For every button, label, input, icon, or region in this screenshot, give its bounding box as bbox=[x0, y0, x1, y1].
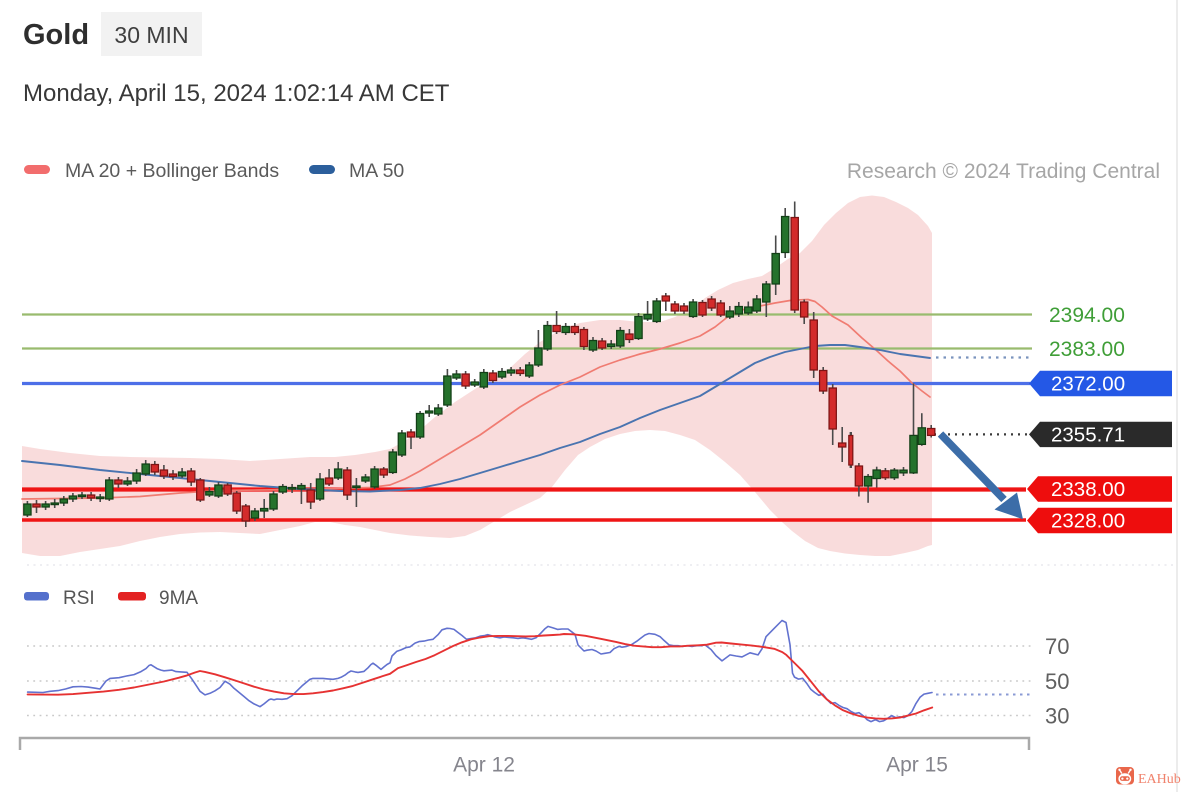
svg-text:2338.00: 2338.00 bbox=[1051, 478, 1125, 501]
svg-text:70: 70 bbox=[1045, 634, 1069, 659]
svg-text:2328.00: 2328.00 bbox=[1051, 510, 1125, 533]
svg-text:2383.00: 2383.00 bbox=[1049, 338, 1125, 361]
svg-text:MA 20 + Bollinger Bands: MA 20 + Bollinger Bands bbox=[65, 160, 279, 182]
svg-text:2372.00: 2372.00 bbox=[1051, 373, 1125, 396]
svg-text:Gold: Gold bbox=[23, 19, 89, 51]
svg-text:9MA: 9MA bbox=[159, 588, 198, 609]
svg-text:EAHub: EAHub bbox=[1138, 772, 1181, 787]
svg-text:30: 30 bbox=[1045, 704, 1069, 729]
svg-text:2394.00: 2394.00 bbox=[1049, 304, 1125, 327]
svg-text:50: 50 bbox=[1045, 669, 1069, 694]
svg-text:Monday, April 15, 2024 1:02:14: Monday, April 15, 2024 1:02:14 AM CET bbox=[23, 80, 450, 107]
svg-text:RSI: RSI bbox=[63, 588, 95, 609]
svg-text:Research © 2024 Trading Centra: Research © 2024 Trading Central bbox=[847, 160, 1160, 183]
svg-text:2355.71: 2355.71 bbox=[1051, 423, 1125, 446]
svg-text:Apr 15: Apr 15 bbox=[886, 754, 948, 777]
svg-text:MA 50: MA 50 bbox=[349, 160, 404, 182]
svg-text:30 MIN: 30 MIN bbox=[114, 22, 188, 48]
svg-text:Apr 12: Apr 12 bbox=[453, 754, 515, 777]
